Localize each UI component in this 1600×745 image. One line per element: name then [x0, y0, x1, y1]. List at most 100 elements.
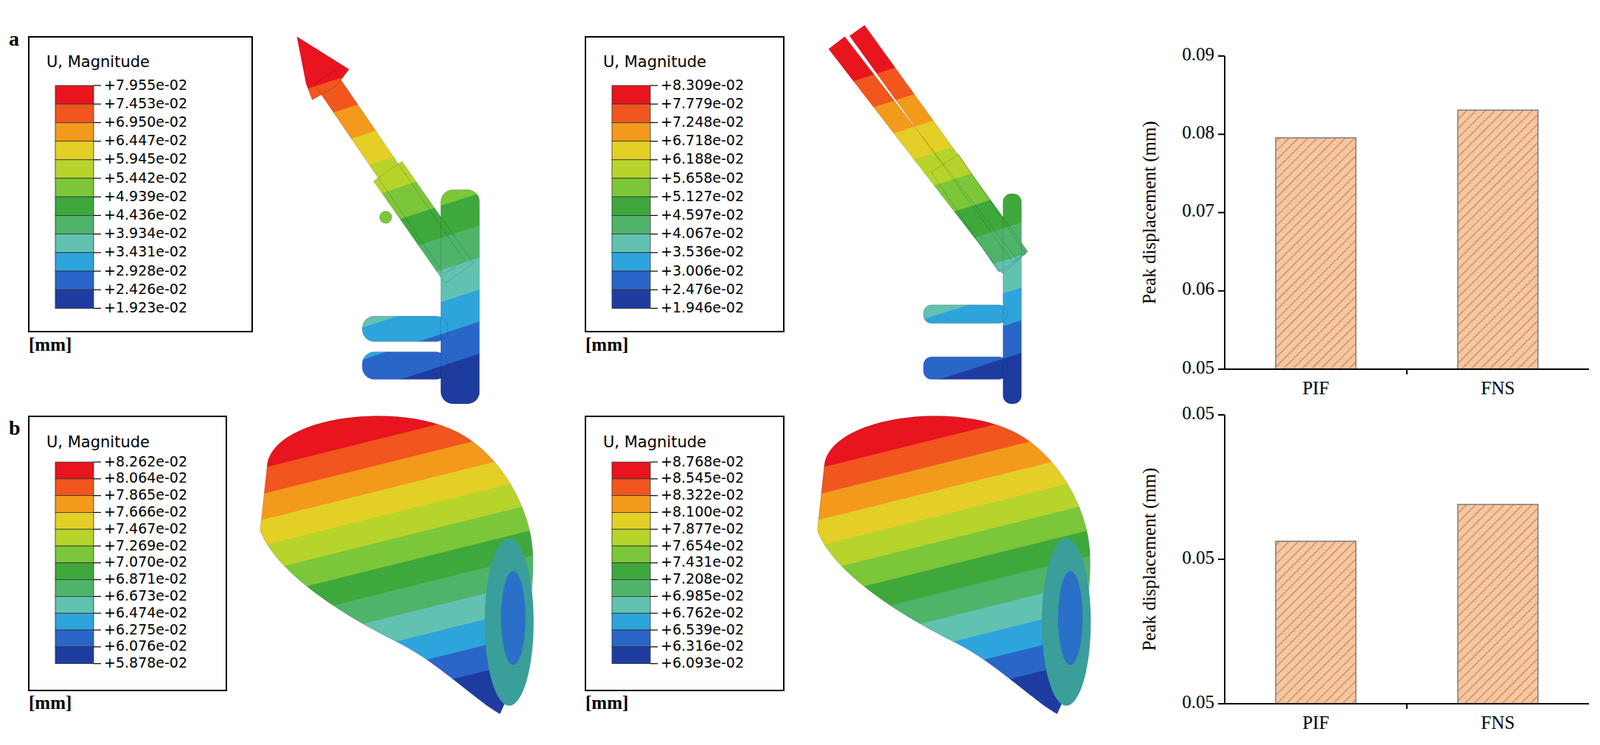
- y-tick-label: 0.07: [1181, 200, 1215, 221]
- legend-value: +5.127e-02: [660, 188, 744, 205]
- legend-value: +5.878e-02: [103, 654, 188, 671]
- legend-value: +1.923e-02: [103, 299, 188, 316]
- legend-value: +5.945e-02: [103, 150, 188, 167]
- fe-part: [226, 0, 1600, 745]
- x-tick: [1406, 704, 1408, 710]
- legend-tick: [650, 478, 658, 480]
- legend-tick: [93, 159, 102, 160]
- legend-tick: [650, 140, 658, 142]
- fe-outline: [440, 189, 480, 405]
- legend-box: [585, 36, 784, 332]
- legend-value: +6.188e-02: [660, 150, 744, 167]
- legend-tick: [93, 579, 102, 581]
- legend-tick: [93, 596, 102, 598]
- legend-swatch: [55, 234, 94, 253]
- bands: [226, 0, 1600, 745]
- legend-swatch: [55, 546, 94, 564]
- fe-outline: [923, 305, 1007, 324]
- legend-tick: [650, 646, 658, 648]
- legend-value: +2.476e-02: [660, 280, 744, 298]
- x-tick-label: FNS: [1481, 378, 1516, 399]
- legend-value: +6.316e-02: [660, 637, 744, 655]
- legend-tick: [93, 646, 102, 648]
- legend-swatch: [55, 529, 94, 547]
- fe-outline: [260, 416, 534, 715]
- legend-box: [585, 416, 784, 691]
- band: [379, 488, 1575, 745]
- bar-chart: 0.050.050.05PIFFNSPeak displacement (mm): [1139, 403, 1589, 733]
- y-tick: [1218, 290, 1225, 292]
- legend-tick: [93, 308, 102, 309]
- legend-value: +8.322e-02: [660, 486, 744, 503]
- legend-swatch: [611, 596, 651, 614]
- y-tick-label: 0.05: [1181, 692, 1215, 713]
- legend-value: +7.666e-02: [103, 503, 188, 520]
- legend-tick: [93, 613, 102, 615]
- legend-swatch: [611, 215, 651, 234]
- band: [373, 464, 1569, 745]
- legend-swatch: [611, 512, 651, 530]
- legend-tick: [93, 495, 102, 497]
- legend-tick: [650, 629, 658, 631]
- legend-value: +1.946e-02: [660, 299, 744, 316]
- band: [336, 0, 1511, 378]
- legend-value: +7.865e-02: [103, 486, 188, 503]
- x-tick-label: PIF: [1302, 378, 1329, 399]
- legend-value: +7.453e-02: [103, 95, 188, 112]
- legend-value: +6.093e-02: [660, 654, 744, 671]
- legend-value: +8.262e-02: [103, 453, 188, 470]
- bar: [1457, 505, 1539, 705]
- legend-tick: [93, 122, 102, 124]
- legend-value: +8.064e-02: [103, 469, 188, 486]
- legend-value: +7.467e-02: [103, 520, 188, 537]
- legend-value: +8.545e-02: [660, 469, 744, 486]
- legend-swatch: [611, 647, 651, 665]
- legend-tick: [93, 461, 102, 463]
- legend-tick: [93, 233, 102, 235]
- band: [361, 415, 1556, 738]
- y-tick: [1218, 414, 1225, 416]
- figure: abU, Magnitude+7.955e-02+7.453e-02+6.950…: [0, 0, 1600, 745]
- legend-tick: [93, 562, 102, 564]
- y-tick-label: 0.08: [1181, 122, 1215, 143]
- y-tick-label: 0.05: [1181, 357, 1215, 378]
- legend-tick: [93, 84, 102, 86]
- legend-swatch: [611, 529, 651, 547]
- legend-swatch: [611, 252, 651, 272]
- legend-box: [28, 416, 227, 691]
- legend-tick: [650, 289, 658, 291]
- y-axis-title: Peak displacement (mm): [1139, 120, 1160, 305]
- legend-tick: [93, 663, 102, 665]
- band: [364, 57, 1540, 466]
- legend-value: +4.597e-02: [660, 206, 744, 223]
- legend-swatch: [611, 103, 651, 123]
- y-tick-label: 0.05: [1181, 403, 1215, 424]
- legend-value: +3.006e-02: [660, 262, 744, 279]
- legend-value: +4.067e-02: [660, 224, 744, 242]
- legend-value: +8.309e-02: [660, 76, 744, 93]
- legend-tick: [93, 270, 102, 272]
- legend-value: +7.208e-02: [660, 570, 744, 587]
- fe-outline: [379, 210, 393, 224]
- fe-outline: [314, 70, 464, 275]
- legend-swatch: [611, 271, 651, 290]
- legend-tick: [650, 308, 658, 309]
- legend-swatch: [611, 141, 651, 160]
- contour-legend: U, Magnitude+8.309e-02+7.779e-02+7.248e-…: [585, 36, 784, 332]
- marks: [1275, 505, 1539, 705]
- legend-value: +6.474e-02: [103, 604, 188, 621]
- legend-value: +7.955e-02: [103, 76, 188, 93]
- band: [367, 440, 1563, 745]
- fe-outline: [931, 154, 1026, 273]
- legend-value: +2.928e-02: [103, 262, 188, 279]
- band: [355, 391, 1550, 713]
- legend-tick: [93, 252, 102, 253]
- legend-swatch: [611, 234, 651, 253]
- legend-tick: [650, 122, 658, 124]
- y-tick-label: 0.05: [1181, 547, 1215, 568]
- legend-tick: [650, 270, 658, 272]
- y-tick: [1218, 212, 1225, 214]
- legend-tick: [650, 545, 658, 547]
- y-tick: [1218, 55, 1225, 57]
- fe-outline: [362, 351, 448, 379]
